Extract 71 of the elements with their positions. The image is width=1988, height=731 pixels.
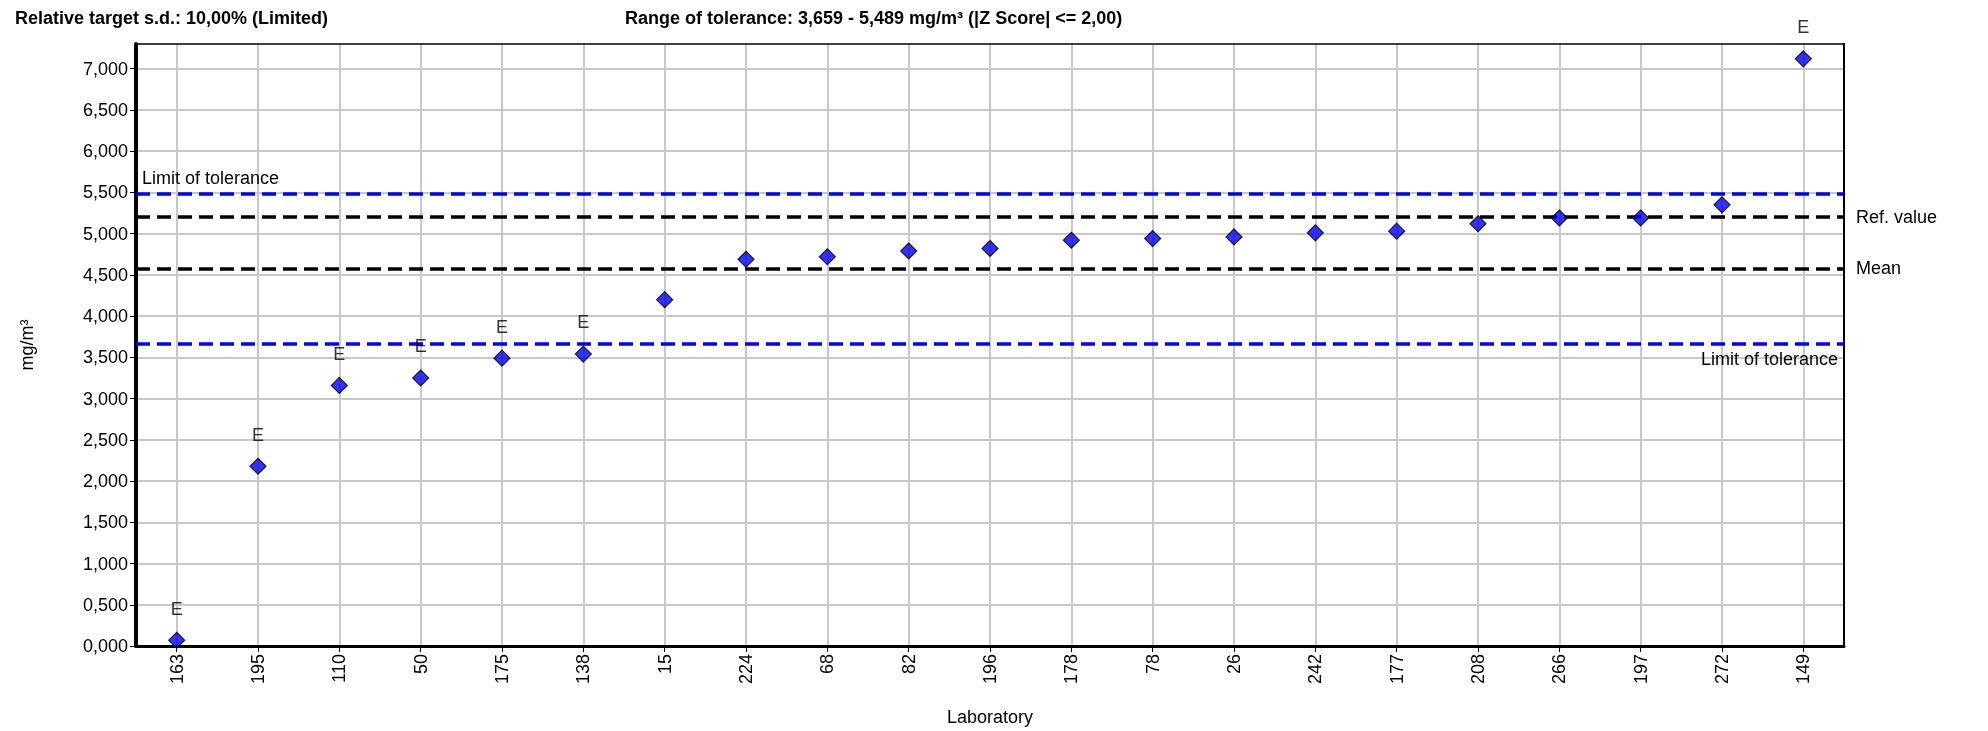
point — [249, 457, 267, 475]
x-tick-label: 50 — [410, 654, 431, 675]
ref-line-label: Ref. value — [1856, 207, 1938, 228]
data-label: E — [577, 312, 590, 333]
point — [1713, 196, 1731, 214]
y-tick-label: 0,500 — [82, 594, 128, 615]
x-tick-label: 224 — [736, 654, 756, 685]
point — [1550, 209, 1568, 227]
data-label: E — [170, 598, 183, 619]
point — [1144, 230, 1162, 248]
x-tick-label: 26 — [1224, 654, 1244, 675]
point — [1225, 228, 1243, 246]
y-tick-label: 1,500 — [82, 512, 128, 533]
y-tick-label: 4,500 — [82, 264, 128, 285]
x-tick-label: 197 — [1630, 654, 1651, 685]
x-tick-label: 266 — [1549, 654, 1570, 685]
y-axis-title: mg/m³ — [17, 319, 37, 371]
x-tick-label: 149 — [1793, 654, 1814, 685]
y-tick-label: 6,000 — [82, 141, 128, 162]
point — [1388, 222, 1406, 240]
y-tick-label: 4,000 — [82, 306, 128, 327]
x-tick-label: 177 — [1386, 654, 1407, 685]
y-tick-label: 0,000 — [82, 636, 128, 656]
point — [1632, 209, 1650, 227]
x-tick-label: 175 — [492, 654, 512, 685]
x-tick-label: 138 — [573, 654, 594, 685]
ref-line-label: Limit of tolerance — [1700, 349, 1838, 370]
x-tick-label: 15 — [654, 654, 675, 675]
x-tick-label: 68 — [817, 654, 838, 675]
point — [168, 631, 186, 649]
point — [574, 345, 592, 363]
point — [1794, 50, 1812, 68]
point — [1306, 224, 1324, 242]
ref-line-label: Mean — [1856, 258, 1902, 279]
data-label: E — [333, 343, 346, 364]
point — [412, 369, 430, 387]
x-tick-label: 82 — [898, 654, 919, 675]
x-tick-label: 78 — [1142, 654, 1163, 675]
data-label: E — [251, 424, 265, 445]
y-tick-label: 6,500 — [82, 99, 128, 120]
y-tick-label: 1,000 — [82, 553, 128, 574]
point — [656, 291, 674, 309]
point — [1062, 231, 1080, 249]
x-tick-label: 178 — [1061, 654, 1082, 685]
x-tick-label: 242 — [1305, 654, 1326, 685]
data-label: E — [495, 316, 509, 337]
point — [737, 250, 755, 268]
text: Range of tolerance: 3,659 - 5,489 mg/m³ (|Z Score| <= 2,00) — [625, 8, 1123, 28]
y-tick-label: 7,000 — [82, 58, 128, 79]
point — [330, 376, 348, 395]
x-axis-title: Laboratory — [946, 707, 1034, 727]
x-tick-label: 272 — [1712, 654, 1732, 685]
y-tick-label: 3,500 — [82, 347, 128, 368]
point — [1469, 215, 1487, 233]
point — [818, 248, 836, 266]
data-label: E — [1797, 17, 1810, 38]
text: Relative target s.d.: 10,00% (Limited) — [15, 8, 329, 28]
y-tick-label: 3,000 — [82, 388, 128, 409]
x-tick-label: 208 — [1468, 654, 1488, 685]
x-tick-label: 196 — [980, 654, 1000, 685]
x-tick-label: 195 — [248, 654, 268, 685]
y-tick-label: 5,000 — [82, 223, 128, 244]
point — [493, 349, 511, 367]
y-tick-label: 2,000 — [82, 471, 128, 492]
ref-line-label: Limit of tolerance — [142, 168, 280, 189]
x-tick-label: 110 — [329, 654, 350, 683]
point — [900, 242, 918, 260]
point — [981, 239, 999, 258]
y-tick-label: 2,500 — [82, 429, 128, 450]
x-tick-label: 163 — [166, 654, 187, 685]
y-tick-label: 5,500 — [82, 182, 128, 203]
